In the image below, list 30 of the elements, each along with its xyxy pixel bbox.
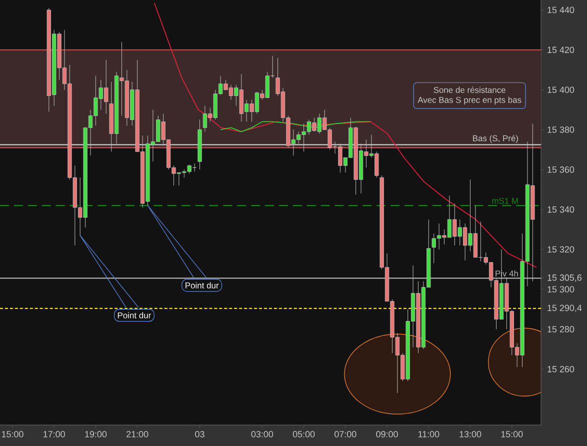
x-tick-label: 13:00	[460, 431, 482, 438]
x-tick-label: 21:00	[126, 431, 148, 438]
x-tick-label: 03	[195, 431, 204, 438]
x-tick-label: 03:00	[251, 431, 274, 438]
annotation: Sone de résistance	[434, 86, 506, 93]
ref-line-label: Bas (S, Pré)	[473, 134, 518, 143]
annotation: Avec Bas S prec en pts bas	[418, 96, 522, 105]
x-tick-label: 09:00	[376, 431, 398, 438]
x-tick-label: 19:00	[85, 431, 107, 438]
y-tick-label: 15 290,4	[548, 304, 582, 312]
ref-line-label: mS1 M	[492, 198, 518, 204]
y-tick-label: 15 280	[548, 326, 574, 332]
x-tick-label: 11:00	[418, 431, 440, 438]
x-tick-label: 07:00	[334, 431, 356, 438]
y-tick-label: 15 380	[548, 126, 574, 133]
x-tick-label: 15:00	[2, 431, 24, 438]
y-tick-label: 15 260	[548, 366, 574, 372]
annotation: Point dur	[118, 312, 151, 318]
y-tick-label: 15 320	[548, 246, 574, 253]
x-tick-label: 15:00	[501, 431, 523, 438]
y-tick-label: 15 360	[548, 166, 574, 173]
y-tick-label: 15 305,6	[548, 274, 582, 282]
y-tick-label: 15 420	[548, 46, 574, 54]
y-tick-label: 15 440	[548, 6, 574, 14]
y-tick-label: 15 300	[548, 286, 574, 292]
y-tick-label: 15 340	[548, 206, 574, 213]
x-tick-label: 17:00	[44, 431, 65, 438]
annotation: Point dur	[186, 282, 219, 288]
x-tick-label: 05:00	[292, 431, 315, 438]
y-tick-label: 15 400	[548, 86, 574, 93]
